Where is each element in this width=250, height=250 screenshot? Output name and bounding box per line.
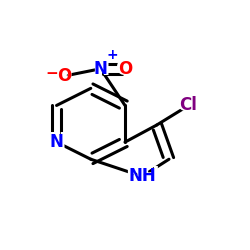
- Text: N: N: [50, 133, 64, 151]
- Text: Cl: Cl: [177, 96, 200, 116]
- Text: N: N: [94, 60, 108, 78]
- Text: O: O: [55, 66, 73, 86]
- Text: Cl: Cl: [180, 96, 198, 114]
- Text: O: O: [57, 67, 71, 85]
- Text: O: O: [116, 59, 134, 79]
- Text: O: O: [118, 60, 132, 78]
- Text: N: N: [48, 132, 65, 152]
- Text: N: N: [92, 59, 109, 79]
- Text: +: +: [106, 48, 118, 62]
- Text: NH: NH: [125, 166, 160, 186]
- Text: NH: NH: [128, 167, 156, 185]
- Text: −: −: [46, 66, 58, 81]
